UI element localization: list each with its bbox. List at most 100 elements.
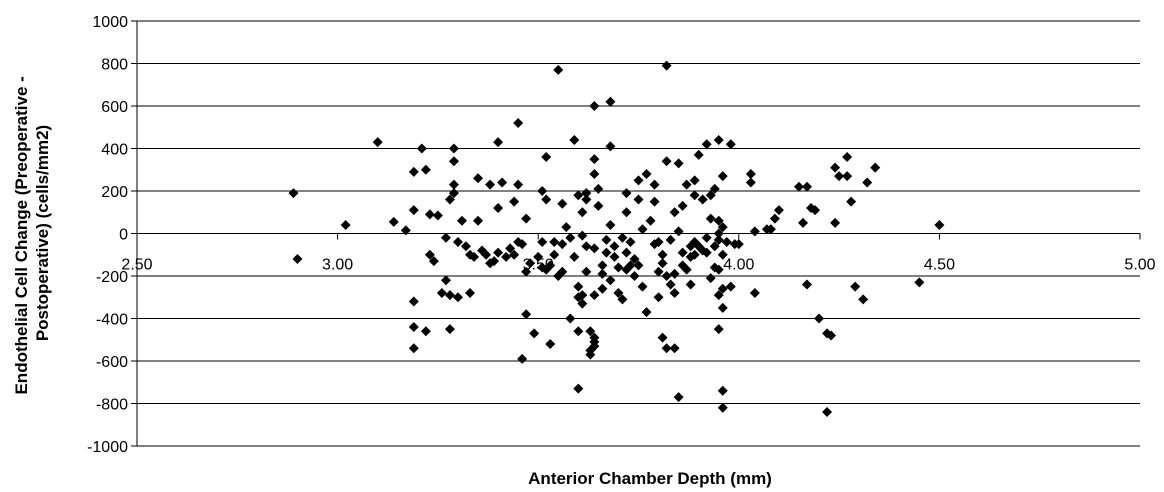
data-point: [509, 249, 520, 260]
data-point: [589, 154, 600, 165]
y-axis-title: Endothelial Cell Change (Preoperative - …: [12, 71, 52, 394]
data-point: [725, 281, 736, 292]
data-point: [677, 200, 688, 211]
data-point: [464, 288, 475, 298]
data-point: [605, 96, 616, 107]
data-point: [537, 237, 548, 247]
data-point: [705, 190, 716, 201]
data-point: [649, 179, 660, 190]
y-tick-label: 0: [119, 227, 128, 244]
data-point: [862, 177, 873, 188]
data-point: [633, 260, 644, 271]
data-point: [605, 275, 616, 286]
data-point: [749, 226, 760, 237]
data-point: [533, 251, 544, 262]
data-point: [685, 279, 696, 290]
data-point: [448, 188, 459, 199]
x-tick-label: 5.00: [1124, 257, 1155, 274]
data-point: [557, 198, 568, 209]
data-point: [858, 294, 869, 305]
data-point: [493, 247, 504, 258]
data-point: [573, 281, 584, 292]
data-point: [597, 268, 608, 279]
data-point: [549, 249, 560, 260]
data-point: [745, 169, 756, 179]
data-point: [432, 210, 443, 221]
data-point: [721, 237, 732, 247]
data-point: [645, 215, 656, 226]
data-point: [448, 156, 459, 167]
data-point: [601, 247, 612, 258]
data-point: [541, 152, 552, 162]
data-point: [870, 162, 881, 173]
data-point: [814, 313, 825, 324]
data-point: [649, 196, 660, 207]
data-point: [416, 143, 427, 154]
data-point: [581, 194, 592, 205]
data-point: [613, 262, 624, 273]
data-point: [513, 118, 524, 128]
data-point: [637, 281, 648, 292]
x-tick-label: 4.50: [924, 257, 955, 274]
data-point: [440, 275, 451, 286]
data-point: [689, 175, 700, 186]
data-point: [597, 260, 608, 271]
data-point: [629, 254, 640, 264]
y-axis-title-line-2: Postoperative) (cells/mm2): [33, 125, 52, 341]
data-point: [725, 139, 736, 150]
data-point: [593, 200, 604, 211]
data-point: [697, 194, 708, 205]
data-point: [705, 273, 716, 284]
data-point: [653, 237, 664, 247]
data-point: [469, 251, 480, 262]
data-point: [489, 256, 500, 267]
data-point: [830, 217, 841, 228]
data-point: [625, 260, 636, 271]
data-point: [773, 205, 784, 216]
y-tick-label: -200: [96, 269, 128, 286]
x-tick-label: 2.50: [121, 257, 152, 274]
data-point: [581, 188, 592, 199]
data-point: [497, 177, 508, 188]
data-point: [577, 298, 588, 309]
data-point: [444, 324, 455, 335]
data-point: [934, 220, 945, 230]
data-point: [677, 247, 688, 258]
data-point: [420, 164, 431, 175]
x-tick-labels: 2.50 3.00 3.50 4.00 4.50 5.00: [121, 257, 1155, 274]
data-point: [701, 247, 712, 258]
data-point: [713, 234, 724, 245]
data-point: [713, 215, 724, 226]
y-tick-label: 200: [101, 184, 128, 201]
x-tick-label: 3.00: [322, 257, 353, 274]
data-point: [653, 266, 664, 277]
data-point: [589, 101, 600, 111]
data-point: [597, 283, 608, 294]
data-point: [408, 205, 419, 216]
data-point: [545, 260, 556, 271]
data-point: [493, 137, 504, 148]
data-point: [769, 213, 780, 224]
data-point: [577, 207, 588, 218]
data-point: [589, 341, 600, 352]
plot-frame: [131, 20, 1141, 447]
data-point: [717, 249, 728, 260]
data-point: [400, 225, 411, 236]
data-point: [717, 302, 728, 313]
data-point: [517, 353, 528, 364]
data-point: [573, 190, 584, 201]
data-point: [485, 179, 496, 190]
x-axis-title: Anterior Chamber Depth (mm): [528, 469, 772, 488]
data-point: [641, 307, 652, 318]
data-point: [561, 222, 572, 233]
data-point: [665, 234, 676, 245]
data-point: [609, 251, 620, 262]
data-point: [673, 226, 684, 237]
x-tick-label: 4.00: [723, 257, 754, 274]
data-point: [842, 152, 853, 162]
data-point: [661, 343, 672, 354]
y-tick-label: -800: [96, 397, 128, 414]
gridlines: [137, 20, 1140, 447]
data-point: [428, 256, 439, 267]
data-point: [689, 190, 700, 201]
